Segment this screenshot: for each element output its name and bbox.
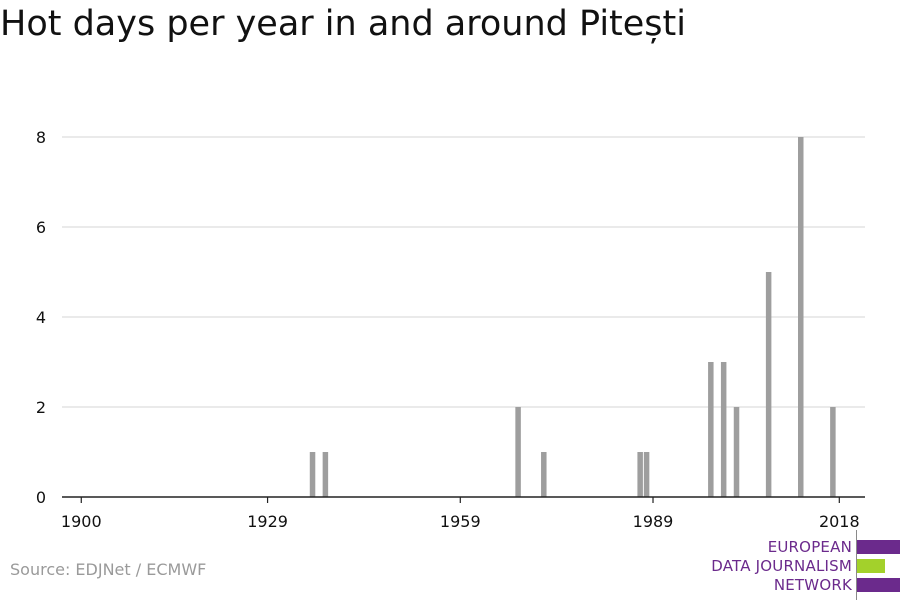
y-axis-labels: 0 2 4 6 8 <box>36 128 46 507</box>
x-tick-label: 1959 <box>440 512 481 531</box>
x-tick-label: 1989 <box>633 512 674 531</box>
logo-bar-middle <box>857 559 885 573</box>
bar-1988 <box>643 452 650 497</box>
x-axis: 1900 1929 1959 1989 2018 <box>61 496 865 531</box>
logo-bar-top <box>857 540 900 554</box>
logo-line-3: NETWORK <box>773 576 852 594</box>
x-tick-label: 1900 <box>61 512 102 531</box>
chart-title: Hot days per year in and around Pitești <box>0 4 686 44</box>
bar-1972 <box>541 452 547 497</box>
y-tick-label: 4 <box>36 308 46 327</box>
bar-2017 <box>830 407 836 497</box>
logo-bar-bottom <box>857 578 900 592</box>
y-tick-label: 8 <box>36 128 46 147</box>
logo-line-2: DATA JOURNALISM <box>711 557 852 575</box>
bar-1998 <box>708 362 714 497</box>
bar-1987 <box>637 452 643 497</box>
bar-1968 <box>515 407 521 497</box>
bar-2012 <box>798 137 804 497</box>
bar-2007 <box>765 272 772 497</box>
bar-1938 <box>322 452 329 497</box>
logo-divider <box>856 530 857 600</box>
bar-2000 <box>720 362 727 497</box>
logo-line-1: EUROPEAN <box>767 538 852 556</box>
x-tick-label: 2018 <box>819 512 860 531</box>
edjnet-logo: EUROPEAN DATA JOURNALISM NETWORK <box>700 530 900 600</box>
y-tick-label: 0 <box>36 488 46 507</box>
bars <box>309 137 836 497</box>
bar-1936 <box>309 452 316 497</box>
y-tick-label: 2 <box>36 398 46 417</box>
gridlines <box>62 136 865 408</box>
y-tick-label: 6 <box>36 218 46 237</box>
x-tick-label: 1929 <box>247 512 288 531</box>
bar-2002 <box>733 407 740 497</box>
source-note: Source: EDJNet / ECMWF <box>10 560 207 579</box>
